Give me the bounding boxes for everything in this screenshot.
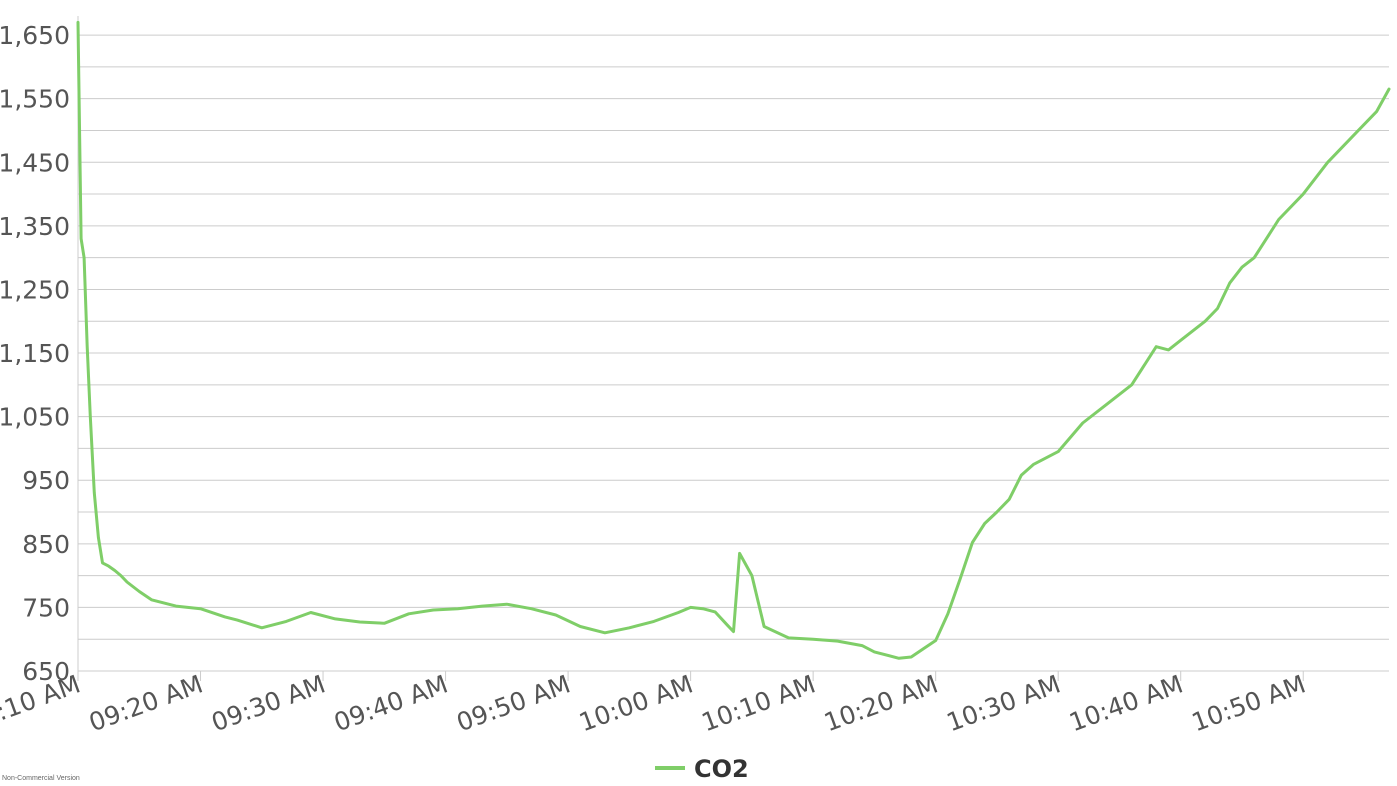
watermark-text: Non-Commercial Version bbox=[2, 775, 80, 782]
x-tick-label: 09:40 AM bbox=[330, 669, 451, 737]
legend-label-co2: CO2 bbox=[694, 755, 749, 783]
y-tick-label: 1,250 bbox=[0, 275, 70, 304]
y-tick-label: 1,450 bbox=[0, 148, 70, 177]
x-axis: 09:10 AM 09:20 AM 09:30 AM 09:40 AM 09:50 AM… bbox=[0, 669, 1309, 737]
y-tick-label: 1,550 bbox=[0, 85, 70, 114]
y-tick-label: 1,150 bbox=[0, 339, 70, 368]
y-tick-label: 1,650 bbox=[0, 21, 70, 50]
x-tick-label: 09:30 AM bbox=[208, 669, 329, 737]
y-tick-label: 850 bbox=[22, 530, 70, 559]
x-tick-label: 10:50 AM bbox=[1188, 669, 1309, 737]
x-tick-label: 10:40 AM bbox=[1065, 669, 1186, 737]
y-tick-label: 950 bbox=[22, 466, 70, 495]
x-tick-label: 09:20 AM bbox=[85, 669, 206, 737]
series-group bbox=[78, 22, 1389, 658]
y-axis: 6507508509501,0501,1501,2501,3501,4501,5… bbox=[0, 21, 70, 686]
x-tick-label: 10:10 AM bbox=[698, 669, 819, 737]
y-tick-label: 1,050 bbox=[0, 403, 70, 432]
x-tick-label: 09:50 AM bbox=[453, 669, 574, 737]
series-line-co2[interactable] bbox=[78, 22, 1389, 658]
legend[interactable]: CO2 bbox=[655, 755, 749, 783]
y-tick-label: 1,350 bbox=[0, 212, 70, 241]
x-tick-label: 10:00 AM bbox=[575, 669, 696, 737]
y-tick-label: 750 bbox=[22, 593, 70, 622]
grid-lines bbox=[78, 16, 1389, 671]
x-tick-label: 10:20 AM bbox=[820, 669, 941, 737]
x-tick-label: 10:30 AM bbox=[943, 669, 1064, 737]
